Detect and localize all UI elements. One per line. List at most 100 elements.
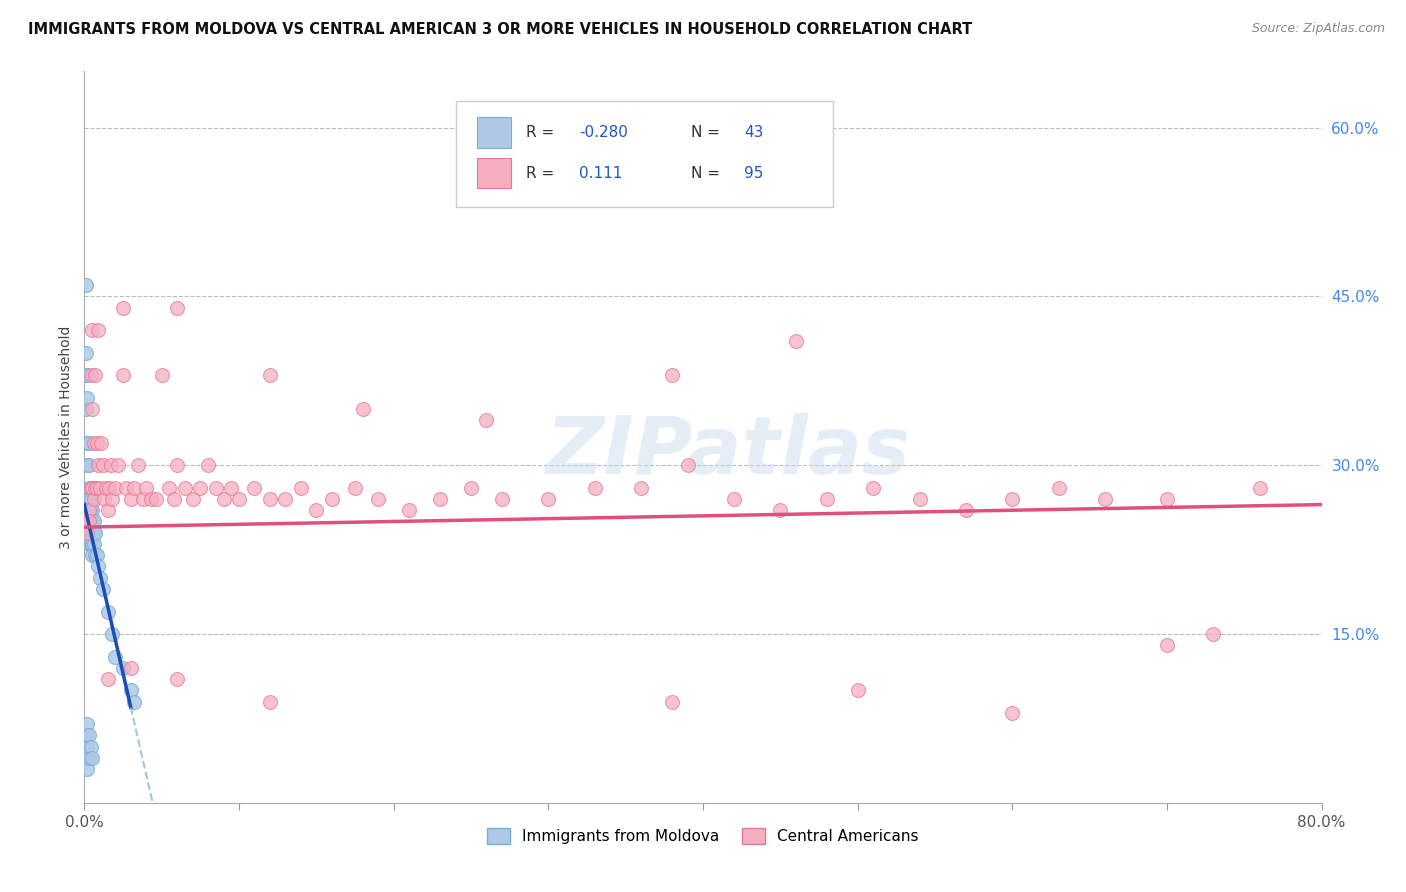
- Point: [83, 525, 105, 540]
- Point: [84, 548, 107, 562]
- Point: [84, 368, 107, 383]
- Point: [583, 481, 606, 495]
- Point: [75, 401, 97, 416]
- Point: [96, 605, 118, 619]
- Point: [132, 491, 155, 506]
- Point: [274, 491, 297, 506]
- Point: [82, 548, 104, 562]
- Text: IMMIGRANTS FROM MOLDOVA VS CENTRAL AMERICAN 3 OR MORE VEHICLES IN HOUSEHOLD CORR: IMMIGRANTS FROM MOLDOVA VS CENTRAL AMERI…: [28, 22, 973, 37]
- Point: [112, 661, 135, 675]
- FancyBboxPatch shape: [456, 101, 832, 207]
- Point: [77, 525, 100, 540]
- Text: 95: 95: [744, 166, 763, 180]
- Point: [76, 717, 98, 731]
- Text: 43: 43: [744, 125, 763, 140]
- Point: [75, 345, 97, 359]
- Point: [89, 481, 111, 495]
- Point: [219, 481, 242, 495]
- Point: [159, 481, 180, 495]
- Point: [83, 435, 105, 450]
- Point: [120, 683, 142, 698]
- Point: [76, 391, 98, 405]
- Point: [90, 435, 112, 450]
- Point: [290, 481, 312, 495]
- Point: [76, 491, 98, 506]
- Point: [77, 481, 100, 495]
- Point: [83, 515, 105, 529]
- Point: [1249, 481, 1271, 495]
- Point: [846, 683, 869, 698]
- Text: ZIPatlas: ZIPatlas: [546, 413, 910, 491]
- Point: [77, 751, 100, 765]
- Point: [86, 481, 108, 495]
- Point: [139, 491, 162, 506]
- Point: [77, 515, 100, 529]
- Point: [87, 323, 110, 337]
- Point: [661, 694, 683, 708]
- Point: [166, 458, 188, 473]
- Legend: Immigrants from Moldova, Central Americans: Immigrants from Moldova, Central America…: [481, 822, 925, 850]
- Point: [86, 435, 108, 450]
- Point: [79, 537, 101, 551]
- Text: R =: R =: [526, 125, 560, 140]
- Point: [77, 728, 100, 742]
- Point: [82, 751, 104, 765]
- Point: [630, 481, 652, 495]
- Point: [460, 481, 482, 495]
- Point: [150, 368, 173, 383]
- Point: [122, 694, 145, 708]
- Point: [723, 491, 745, 506]
- Point: [83, 491, 105, 506]
- Point: [491, 491, 513, 506]
- Point: [79, 525, 101, 540]
- Point: [83, 537, 105, 551]
- Point: [197, 458, 219, 473]
- Point: [243, 481, 266, 495]
- Point: [120, 491, 142, 506]
- Point: [122, 481, 145, 495]
- Point: [82, 525, 104, 540]
- Point: [475, 413, 498, 427]
- Point: [112, 301, 135, 315]
- Point: [112, 368, 135, 383]
- Point: [104, 649, 127, 664]
- Point: [86, 548, 108, 562]
- Point: [93, 491, 115, 506]
- Point: [100, 458, 122, 473]
- Point: [96, 672, 118, 686]
- Point: [82, 503, 104, 517]
- Point: [212, 491, 235, 506]
- Point: [91, 582, 114, 596]
- Point: [1001, 491, 1024, 506]
- Point: [79, 368, 101, 383]
- Point: [76, 762, 98, 776]
- Text: 0.111: 0.111: [579, 166, 623, 180]
- Point: [127, 458, 149, 473]
- Point: [1156, 491, 1178, 506]
- Y-axis label: 3 or more Vehicles in Household: 3 or more Vehicles in Household: [59, 326, 73, 549]
- Point: [101, 491, 124, 506]
- Point: [1202, 627, 1225, 641]
- Point: [955, 503, 977, 517]
- Point: [87, 559, 110, 574]
- Point: [228, 491, 250, 506]
- Point: [77, 537, 100, 551]
- Point: [77, 491, 100, 506]
- Point: [104, 481, 127, 495]
- Point: [75, 751, 97, 765]
- Point: [163, 491, 186, 506]
- Point: [76, 525, 98, 540]
- Point: [77, 515, 100, 529]
- Point: [89, 571, 111, 585]
- Point: [1001, 706, 1024, 720]
- Text: Source: ZipAtlas.com: Source: ZipAtlas.com: [1251, 22, 1385, 36]
- Point: [77, 435, 100, 450]
- Point: [82, 323, 104, 337]
- Point: [166, 672, 188, 686]
- Point: [205, 481, 228, 495]
- Point: [79, 491, 101, 506]
- Point: [398, 503, 420, 517]
- Point: [188, 481, 211, 495]
- Point: [181, 491, 204, 506]
- Point: [101, 627, 124, 641]
